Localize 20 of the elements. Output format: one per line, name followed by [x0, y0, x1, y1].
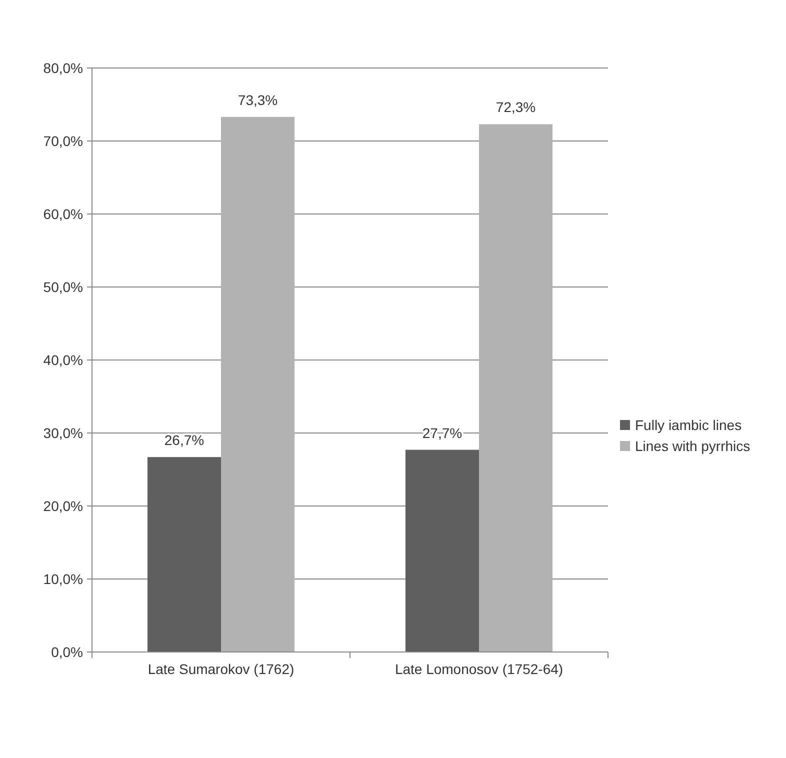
- bar: [479, 124, 553, 652]
- y-tick-label: 60,0%: [43, 206, 83, 222]
- data-label: 73,3%: [238, 92, 278, 108]
- x-tick-label: Late Lomonosov (1752-64): [394, 661, 564, 677]
- y-tick-label: 20,0%: [43, 498, 83, 514]
- bar: [221, 116, 295, 652]
- y-tick-label: 70,0%: [43, 132, 83, 149]
- bar: [405, 450, 479, 652]
- x-tick-label: Late Sumarokov (1762): [148, 661, 294, 677]
- y-tick-label: 40,0%: [43, 352, 83, 368]
- y-tick-label: 50,0%: [43, 278, 83, 295]
- data-label: 26,7%: [164, 432, 204, 448]
- y-tick-label: 10,0%: [43, 570, 83, 587]
- legend-label: Fully iambic lines: [635, 416, 742, 433]
- data-label: 72,3%: [496, 99, 536, 116]
- y-tick-label: 30,0%: [43, 424, 83, 441]
- y-tick-label: 0,0%: [51, 644, 83, 660]
- bar: [147, 457, 221, 652]
- y-tick-label: 80,0%: [43, 60, 83, 76]
- legend-label: Lines with pyrrhics: [635, 438, 750, 454]
